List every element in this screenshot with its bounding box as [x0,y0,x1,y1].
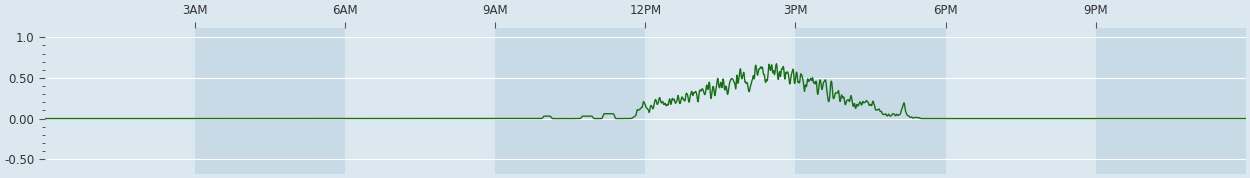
Bar [1096,28,1246,174]
Bar [45,28,195,174]
Bar [795,28,945,174]
Bar [645,28,795,174]
Bar [495,28,645,174]
Bar [195,28,345,174]
Bar [945,28,1096,174]
Bar [345,28,495,174]
